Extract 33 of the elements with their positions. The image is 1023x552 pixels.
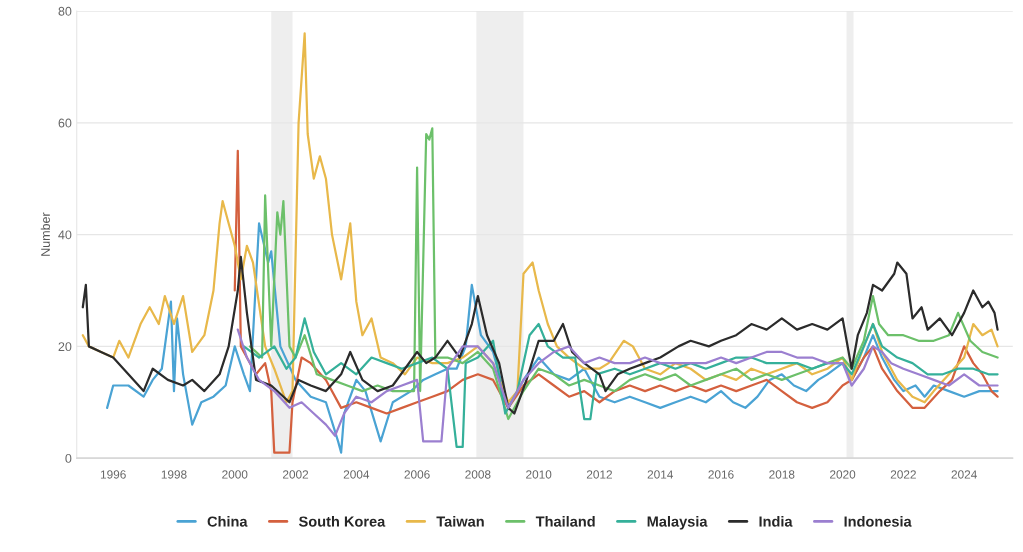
legend-label: Indonesia [844,516,912,527]
x-tick-label: 2020 [830,470,856,479]
x-tick-label: 2016 [708,470,734,479]
legend-label: Malaysia [647,516,708,530]
legend-label: India [759,516,793,527]
line-series [106,222,999,454]
x-tick-label: 2010 [526,470,552,479]
line-series [248,127,999,421]
x-tick-label: 2004 [343,470,370,479]
x-tick-label: 1998 [161,470,187,479]
x-tick-label: 2002 [283,470,309,479]
y-axis-title: Number [40,212,50,256]
x-tick-label: 2014 [647,470,674,479]
line-series [233,149,999,454]
x-tick-label: 2018 [769,470,795,479]
y-tick-label: 60 [58,118,72,128]
legend-label: South Korea [298,516,386,527]
legend-label: China [207,516,248,527]
x-tick-label: 2008 [465,470,491,479]
x-tick-label: 2022 [890,470,916,479]
line-series [81,255,999,415]
legend-label: Thailand [535,516,595,527]
x-tick-label: 2024 [951,470,977,479]
line-series [81,32,999,404]
legend-label: Taiwan [436,516,484,527]
x-tick-label: 2006 [404,470,430,479]
y-tick-label: 0 [65,453,72,463]
y-tick-label: 20 [58,342,72,352]
x-tick-label: 2000 [222,470,248,479]
y-tick-label: 80 [58,6,72,16]
x-tick-label: 1996 [100,470,126,479]
y-tick-label: 40 [58,230,72,240]
x-tick-label: 2012 [586,470,612,479]
